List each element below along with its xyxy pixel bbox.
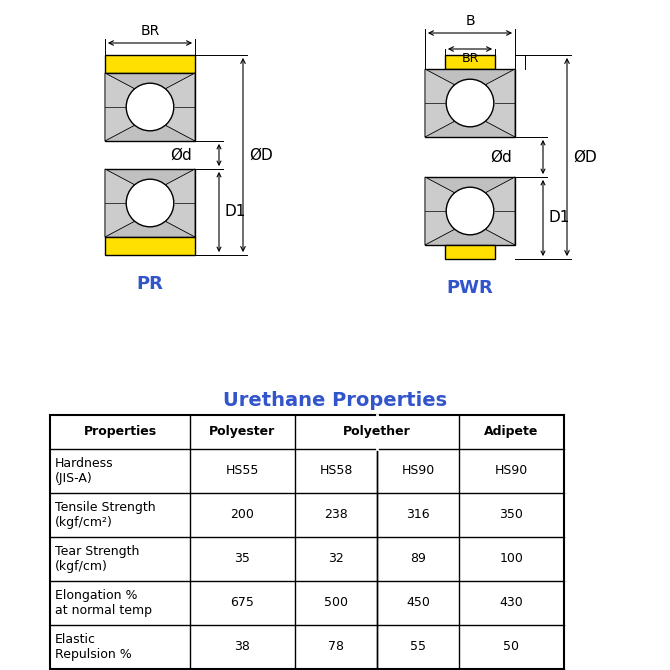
Text: 350: 350 [500,509,523,521]
Text: Elongation %
at normal temp: Elongation % at normal temp [55,589,152,617]
Text: PWR: PWR [447,279,493,297]
Text: Hardness
(JIS-A): Hardness (JIS-A) [55,457,114,485]
Text: 450: 450 [406,596,430,610]
Text: Polyether: Polyether [343,425,411,438]
Text: 200: 200 [230,509,255,521]
Polygon shape [425,177,454,245]
Text: 500: 500 [324,596,348,610]
Text: HS90: HS90 [401,464,435,478]
Text: Ød: Ød [170,147,192,163]
Text: ØD: ØD [249,147,273,163]
Text: Polyester: Polyester [209,425,275,438]
Text: Elastic
Repulsion %: Elastic Repulsion % [55,633,132,661]
Text: Ød: Ød [490,149,512,165]
Bar [50,415,564,669]
Text: 50: 50 [503,641,519,653]
Polygon shape [425,69,454,137]
Polygon shape [105,73,134,141]
Bar [105,73,195,141]
Polygon shape [486,69,515,137]
Text: PR: PR [137,275,163,293]
Circle shape [446,187,494,234]
Text: D1: D1 [224,204,245,220]
Text: Tensile Strength
(kgf/cm²): Tensile Strength (kgf/cm²) [55,501,155,529]
Text: BR: BR [462,52,478,65]
Text: 38: 38 [234,641,251,653]
Bar [425,177,515,245]
Polygon shape [486,177,515,245]
Polygon shape [166,73,195,141]
Text: 89: 89 [410,553,426,565]
Text: Tear Strength
(kgf/cm): Tear Strength (kgf/cm) [55,545,139,573]
Text: 316: 316 [406,509,430,521]
Text: 78: 78 [328,641,344,653]
Text: 675: 675 [230,596,255,610]
Text: D1: D1 [548,210,570,226]
Circle shape [126,83,174,131]
Text: 55: 55 [410,641,426,653]
Circle shape [126,179,174,227]
Circle shape [446,79,494,127]
Text: BR: BR [141,24,159,38]
Polygon shape [105,169,134,237]
Polygon shape [166,169,195,237]
Text: HS55: HS55 [226,464,259,478]
Text: 238: 238 [324,509,348,521]
Bar [445,245,495,259]
Text: ØD: ØD [573,149,597,165]
Text: HS58: HS58 [320,464,352,478]
Text: Urethane Properties: Urethane Properties [223,391,447,409]
Text: HS90: HS90 [495,464,528,478]
Bar [105,237,195,255]
Text: Properties: Properties [84,425,157,438]
Text: 430: 430 [500,596,523,610]
Text: B: B [465,14,475,28]
Bar [445,55,495,69]
Text: Adipete: Adipete [484,425,539,438]
Text: 32: 32 [328,553,344,565]
Bar [105,169,195,237]
Bar [425,69,515,137]
Bar [105,55,195,73]
Text: 100: 100 [500,553,523,565]
Text: 35: 35 [234,553,251,565]
